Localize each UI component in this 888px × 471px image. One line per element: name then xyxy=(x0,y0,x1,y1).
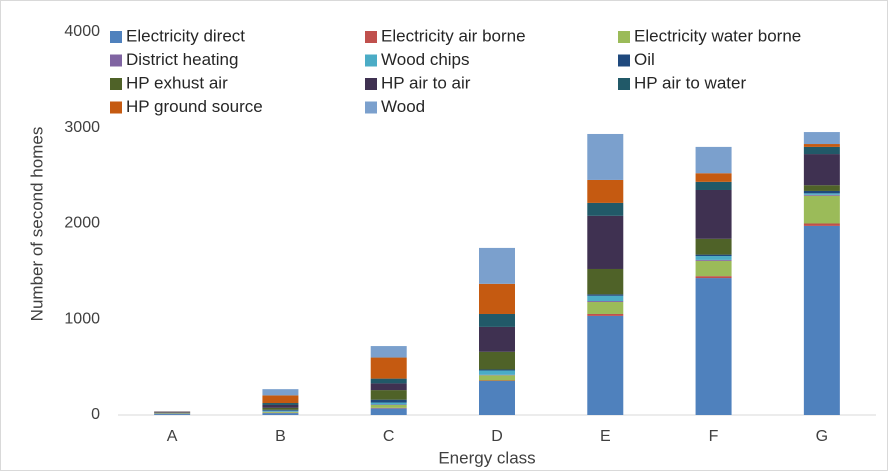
bar-segment xyxy=(803,146,840,155)
bar-segment xyxy=(370,357,407,379)
bar-segment xyxy=(695,238,732,255)
bar-segment xyxy=(370,346,407,358)
bar-segment xyxy=(695,181,732,190)
legend-swatch xyxy=(365,101,377,114)
bar-segment xyxy=(803,190,840,194)
bar-segment xyxy=(587,215,624,269)
bar-segment xyxy=(262,413,299,415)
bar-segment xyxy=(262,404,299,408)
bar-segment xyxy=(479,375,515,381)
legend-label: Electricity air borne xyxy=(381,26,526,45)
y-axis-label: Number of second homes xyxy=(27,127,46,322)
bar-segment xyxy=(695,276,732,279)
bar-segment xyxy=(370,378,407,384)
bar-segment xyxy=(587,268,624,295)
bar-segment xyxy=(587,301,624,303)
x-tick-label: D xyxy=(491,428,503,445)
x-tick-label: G xyxy=(816,428,828,445)
legend-swatch xyxy=(618,54,630,67)
bar-segment xyxy=(479,381,515,415)
x-tick-label: B xyxy=(275,428,286,445)
legend-swatch xyxy=(365,78,377,90)
legend-label: District heating xyxy=(126,50,238,69)
legend-swatch xyxy=(365,31,377,43)
bar-segment xyxy=(587,315,624,415)
legend-swatch xyxy=(110,54,122,67)
bar-segment xyxy=(587,302,624,314)
bar-segment xyxy=(370,402,407,405)
bar-segment xyxy=(803,154,840,186)
bar-segment xyxy=(370,408,407,415)
bar-segment xyxy=(154,414,191,415)
legend-swatch xyxy=(365,54,377,67)
bar-segment xyxy=(587,202,624,216)
legend-label: HP air to air xyxy=(381,73,471,92)
bar-segment xyxy=(695,254,732,257)
bar-segment xyxy=(262,411,299,413)
bar-segment xyxy=(262,389,299,396)
bar-segment xyxy=(370,383,407,391)
x-tick-label: C xyxy=(383,428,395,445)
legend-swatch xyxy=(110,101,122,114)
bar-segment xyxy=(803,144,840,147)
legend-label: HP ground source xyxy=(126,97,263,116)
bar-segment xyxy=(479,247,515,284)
legend-swatch xyxy=(618,31,630,43)
legend-label: Oil xyxy=(634,50,655,69)
bar-segment xyxy=(370,404,407,408)
x-tick-label: E xyxy=(600,428,611,445)
legend-swatch xyxy=(110,78,122,90)
legend-label: HP exhust air xyxy=(126,73,228,92)
bar-segment xyxy=(479,283,515,314)
y-tick-label: 0 xyxy=(91,406,100,423)
bar-segment xyxy=(695,146,732,174)
y-tick-label: 3000 xyxy=(64,119,100,136)
bar-segment xyxy=(370,390,407,400)
bar-segment xyxy=(479,313,515,327)
x-tick-label: A xyxy=(167,428,178,445)
bar-segment xyxy=(695,189,732,239)
bar-segment xyxy=(695,256,732,260)
bar-segment xyxy=(479,351,515,370)
legend-swatch xyxy=(110,31,122,43)
bar-segment xyxy=(695,278,732,415)
bar-segment xyxy=(479,369,515,371)
bar-segment xyxy=(803,223,840,226)
legend-label: Wood chips xyxy=(381,50,470,69)
bar-segment xyxy=(587,294,624,296)
bar-segment xyxy=(262,407,299,410)
bar-segment xyxy=(695,259,732,261)
bar-segment xyxy=(587,133,624,180)
bar-segment xyxy=(803,225,840,415)
legend-swatch xyxy=(618,78,630,90)
bar-segment xyxy=(262,403,299,405)
y-tick-label: 1000 xyxy=(64,310,100,327)
bar-segment xyxy=(587,295,624,302)
bar-segment xyxy=(479,326,515,352)
legend-label: Electricity direct xyxy=(126,26,245,45)
bar-segment xyxy=(262,409,299,411)
x-tick-label: F xyxy=(709,428,719,445)
bar-segment xyxy=(695,173,732,182)
bar-segment xyxy=(587,313,624,316)
legend-label: Electricity water borne xyxy=(634,26,801,45)
y-tick-label: 2000 xyxy=(64,215,100,232)
x-axis-label: Energy class xyxy=(438,448,535,467)
bar-segment xyxy=(803,185,840,191)
bar-segment xyxy=(587,179,624,203)
legend-label: HP air to water xyxy=(634,73,746,92)
legend-label: Wood xyxy=(381,97,425,116)
bar-segment xyxy=(479,370,515,375)
bar-segment xyxy=(803,193,840,195)
bar-segment xyxy=(262,410,299,412)
bar-segment xyxy=(695,260,732,277)
y-tick-label: 4000 xyxy=(64,23,100,40)
bar-segment xyxy=(803,132,840,145)
bar-segment xyxy=(262,395,299,404)
bar-segment xyxy=(803,195,840,224)
bar-segment xyxy=(370,399,407,403)
bar-segment xyxy=(803,194,840,196)
